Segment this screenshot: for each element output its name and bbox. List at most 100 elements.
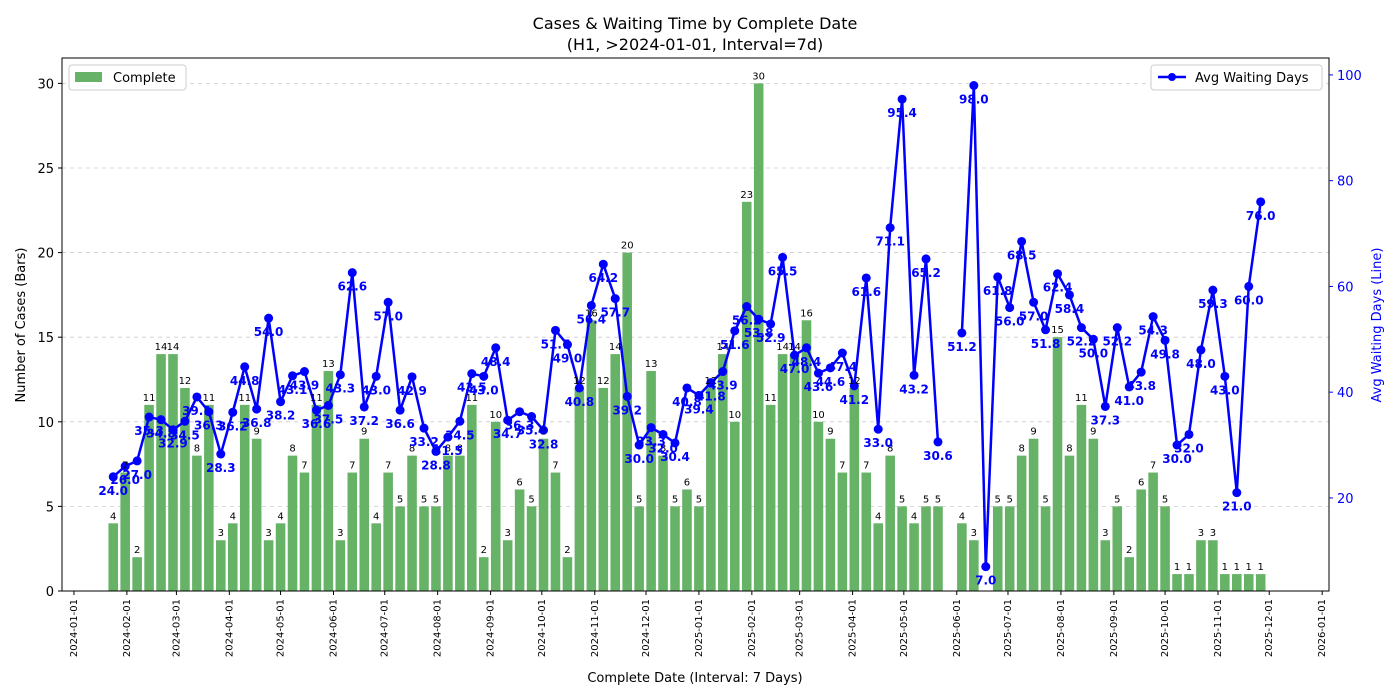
line-value-label: 21.0 [1222,500,1252,514]
line-value-label: 49.0 [553,352,583,366]
bar-value-label: 5 [899,494,905,505]
bar-value-label: 14 [716,342,729,353]
left-y-axis-label: Number of Cases (Bars) [14,248,29,403]
bar [1028,438,1039,591]
bar-value-label: 5 [672,494,678,505]
line-value-label: 35.3 [134,424,164,438]
bar [239,404,250,591]
bar-value-label: 8 [660,444,666,455]
bar-value-label: 5 [1162,494,1168,505]
bar [1004,506,1015,591]
line-path [112,97,940,478]
line-point [933,437,943,447]
line-point [1124,382,1134,392]
bar [658,455,668,591]
bar-value-label: 16 [585,308,598,319]
line-value-label: 57.7 [600,306,630,320]
line-point [801,343,811,353]
bar-value-label: 5 [935,494,941,505]
bar [383,472,393,591]
line-point [873,424,883,434]
x-tick-label: 2025-10-01 [1160,599,1171,657]
bar [526,506,537,591]
line-point [479,371,489,381]
line-point [861,273,871,283]
line-value-label: 47.4 [828,360,858,374]
bar-value-label: 12 [179,376,192,387]
line-value-label: 98.0 [959,92,989,106]
line-point [1172,440,1182,450]
bar [108,523,119,591]
legend-line-box [1150,64,1323,91]
bar [263,540,274,591]
x-tick-label: 2024-02-01 [122,599,133,657]
bar [646,371,656,591]
line-value-label: 30.0 [624,452,654,466]
line-point [754,314,764,324]
left-y-tick-label: 30 [37,77,54,92]
bar [419,506,429,591]
line-value-label: 37.2 [349,414,379,428]
x-tick-label: 2024-06-01 [329,599,340,657]
bar [120,472,130,591]
line-point [216,449,226,459]
bar-value-label: 5 [1114,494,1120,505]
line-point [132,456,142,466]
chart-subtitle: (H1, >2024-01-01, Interval=7d) [567,35,823,54]
line-point [1196,345,1206,355]
line-point [586,300,596,310]
line-point [515,407,525,417]
x-tick-label: 2024-12-01 [641,599,652,657]
x-tick-label: 2025-04-01 [848,599,859,657]
left-y-tick-label: 15 [37,331,54,346]
bar [1208,540,1218,591]
bar-value-label: 10 [812,410,825,421]
line-point [192,392,202,402]
left-y-tick-label: 20 [37,247,54,262]
bar-value-label: 15 [1051,325,1064,336]
bar-value-label: 4 [277,511,283,522]
line-value-label: 65.2 [911,266,941,280]
line-point [706,378,716,388]
line-point [288,371,298,381]
right-y-axis: 20 40 60 80 100 [1329,69,1362,507]
bar-value-label: 7 [301,461,307,472]
x-tick-label: 2025-07-01 [1003,599,1014,657]
line-value-label: 33.2 [409,435,439,449]
line-point [622,391,632,401]
line-point [1064,290,1074,300]
line-point [610,294,620,304]
line-point [168,425,178,435]
bar-value-label: 9 [253,427,259,438]
bar-value-label: 7 [122,461,128,472]
bar [1255,574,1266,591]
line-point [1112,323,1122,333]
line-point [1160,335,1170,345]
bar-value-label: 7 [385,461,391,472]
line-point [562,340,572,350]
bar-value-label: 2 [564,545,570,556]
bar [706,387,716,591]
right-y-tick-label: 40 [1337,386,1354,401]
bar [514,489,525,591]
line-point [1076,323,1086,333]
bar [1016,455,1027,591]
line-value-label: 37.5 [314,412,344,426]
bar [478,557,489,591]
line-point [598,259,608,269]
line-point [1244,281,1254,291]
line-value-label: 71.1 [875,235,905,249]
bar [849,387,860,591]
line-point [359,402,369,412]
line-value-label: 61.8 [983,284,1013,298]
bar [550,472,561,591]
x-tick-label: 2024-09-01 [486,599,497,657]
bar-value-label: 5 [397,494,403,505]
bar [287,455,298,591]
bar-value-label: 8 [1018,444,1024,455]
bar-value-label: 4 [230,511,236,522]
bar-value-label: 8 [445,444,451,455]
bar [455,455,465,591]
line-point [383,297,393,307]
line-point [1208,285,1218,295]
